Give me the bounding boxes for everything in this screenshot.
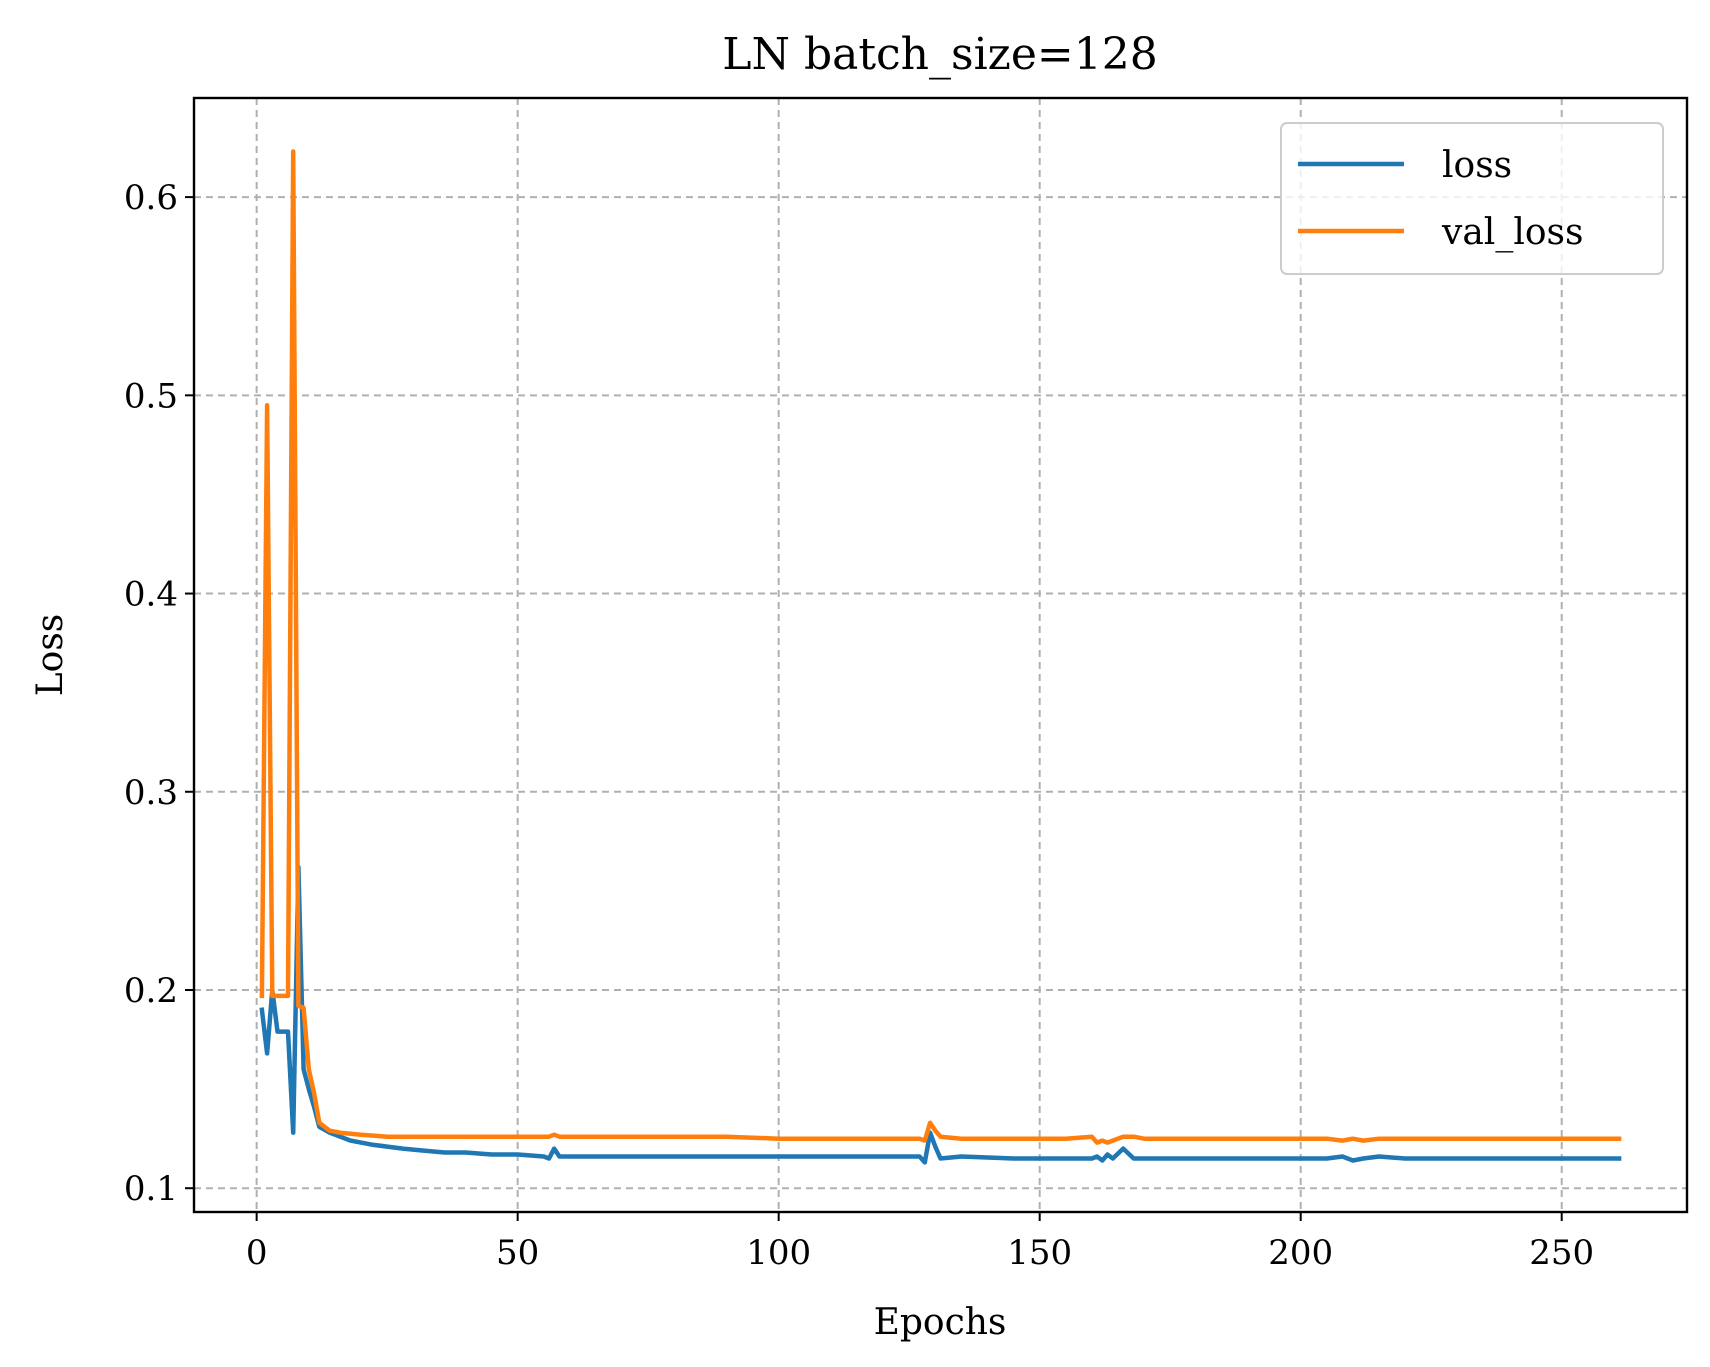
y-tick-label: 0.4 xyxy=(124,575,178,615)
chart-title: LN batch_size=128 xyxy=(722,29,1158,80)
legend-label-val-loss: val_loss xyxy=(1441,212,1583,253)
series-lines xyxy=(259,149,1622,1165)
y-tick-label: 0.1 xyxy=(124,1169,178,1209)
axis-ticks: 0 50 100 150 200 250 0.1 0.2 0.3 0.4 0.5 0.6 xyxy=(124,178,1594,1273)
y-tick-label: 0.6 xyxy=(124,178,178,218)
grid xyxy=(194,98,1687,1212)
x-tick-label: 200 xyxy=(1268,1233,1333,1273)
y-tick-label: 0.5 xyxy=(124,376,178,416)
x-tick-label: 50 xyxy=(496,1233,539,1273)
plot-frame xyxy=(192,96,1689,1214)
y-tick-label: 0.3 xyxy=(124,773,178,813)
x-axis-label: Epochs xyxy=(874,1302,1007,1343)
x-tick-label: 0 xyxy=(246,1233,268,1273)
x-tick-label: 100 xyxy=(746,1233,811,1273)
legend-label-loss: loss xyxy=(1442,145,1512,186)
series-line-val-loss xyxy=(259,149,1622,1145)
legend-box xyxy=(1280,122,1664,275)
x-tick-label: 250 xyxy=(1529,1233,1594,1273)
y-axis-label: Loss xyxy=(30,614,71,697)
legend: loss val_loss xyxy=(1280,122,1664,275)
y-tick-label: 0.2 xyxy=(124,971,178,1011)
x-tick-label: 150 xyxy=(1007,1233,1072,1273)
